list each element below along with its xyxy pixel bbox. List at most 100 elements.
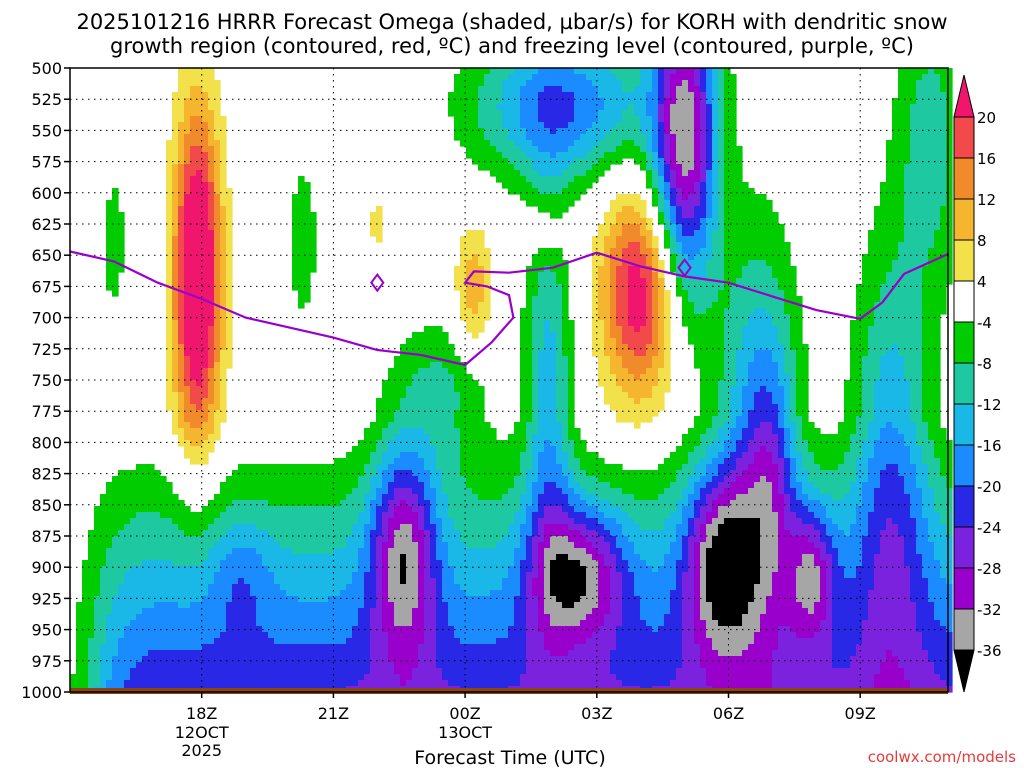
omega-cell (916, 254, 923, 261)
omega-cell (190, 170, 197, 177)
omega-cell (214, 290, 221, 297)
omega-cell (550, 260, 557, 267)
omega-cell (568, 428, 575, 435)
omega-cell (760, 440, 767, 447)
omega-cell (688, 122, 695, 129)
omega-cell (634, 242, 641, 249)
omega-cell (616, 68, 623, 75)
omega-cell (526, 392, 533, 399)
omega-cell (688, 110, 695, 117)
omega-cell (736, 392, 743, 399)
omega-cell (604, 230, 611, 237)
omega-cell (124, 476, 131, 483)
omega-cell (706, 344, 713, 351)
omega-cell (934, 308, 941, 315)
omega-cell (928, 272, 935, 279)
omega-cell (928, 140, 935, 147)
omega-cell (178, 98, 185, 105)
omega-cell (550, 374, 557, 381)
omega-cell (196, 182, 203, 189)
omega-cell (496, 158, 503, 165)
omega-cell (784, 320, 791, 327)
omega-cell (208, 122, 215, 129)
omega-cell (298, 236, 305, 243)
omega-cell (880, 404, 887, 411)
omega-cell (856, 350, 863, 357)
omega-cell (706, 392, 713, 399)
omega-cell (634, 218, 641, 225)
omega-cell (814, 464, 821, 471)
omega-cell (700, 470, 707, 477)
omega-cell (532, 470, 539, 477)
omega-cell (622, 206, 629, 213)
omega-cell (316, 464, 323, 471)
omega-cell (202, 404, 209, 411)
omega-cell (556, 200, 563, 207)
omega-cell (916, 428, 923, 435)
omega-cell (628, 338, 635, 345)
omega-cell (208, 344, 215, 351)
omega-cell (514, 452, 521, 459)
omega-cell (412, 338, 419, 345)
omega-cell (694, 332, 701, 339)
omega-cell (478, 158, 485, 165)
omega-cell (562, 284, 569, 291)
omega-cell (520, 134, 527, 141)
omega-cell (538, 386, 545, 393)
omega-cell (886, 212, 893, 219)
omega-cell (742, 278, 749, 285)
omega-cell (394, 404, 401, 411)
omega-cell (808, 440, 815, 447)
omega-cell (796, 350, 803, 357)
omega-cell (394, 428, 401, 435)
omega-cell (682, 140, 689, 147)
omega-cell (760, 284, 767, 291)
omega-cell (946, 224, 953, 231)
omega-cell (442, 410, 449, 417)
omega-cell (634, 416, 641, 423)
omega-cell (898, 380, 905, 387)
omega-cell (508, 110, 515, 117)
omega-cell (880, 374, 887, 381)
omega-cell (886, 314, 893, 321)
omega-cell (688, 272, 695, 279)
omega-cell (670, 74, 677, 81)
omega-cell (598, 362, 605, 369)
omega-cell (904, 236, 911, 243)
omega-cell (226, 224, 233, 231)
omega-cell (430, 440, 437, 447)
omega-cell (166, 296, 173, 303)
omega-cell (202, 218, 209, 225)
omega-cell (874, 326, 881, 333)
omega-cell (928, 458, 935, 465)
omega-cell (616, 122, 623, 129)
omega-cell (544, 380, 551, 387)
omega-cell (796, 410, 803, 417)
omega-cell (532, 440, 539, 447)
omega-cell (436, 398, 443, 405)
omega-cell (220, 176, 227, 183)
omega-cell (424, 392, 431, 399)
omega-cell (742, 182, 749, 189)
omega-cell (922, 362, 929, 369)
omega-cell (106, 278, 113, 285)
omega-cell (406, 356, 413, 363)
omega-cell (202, 176, 209, 183)
omega-cell (778, 224, 785, 231)
omega-cell (604, 128, 611, 135)
omega-cell (418, 476, 425, 483)
omega-cell (598, 104, 605, 111)
omega-cell (430, 326, 437, 333)
omega-cell (592, 248, 599, 255)
omega-cell (700, 446, 707, 453)
omega-cell (568, 446, 575, 453)
omega-cell (934, 302, 941, 309)
omega-cell (676, 122, 683, 129)
omega-cell (718, 314, 725, 321)
omega-cell (322, 464, 329, 471)
omega-cell (724, 212, 731, 219)
omega-cell (802, 422, 809, 429)
omega-cell (514, 464, 521, 471)
omega-cell (706, 356, 713, 363)
omega-cell (856, 296, 863, 303)
